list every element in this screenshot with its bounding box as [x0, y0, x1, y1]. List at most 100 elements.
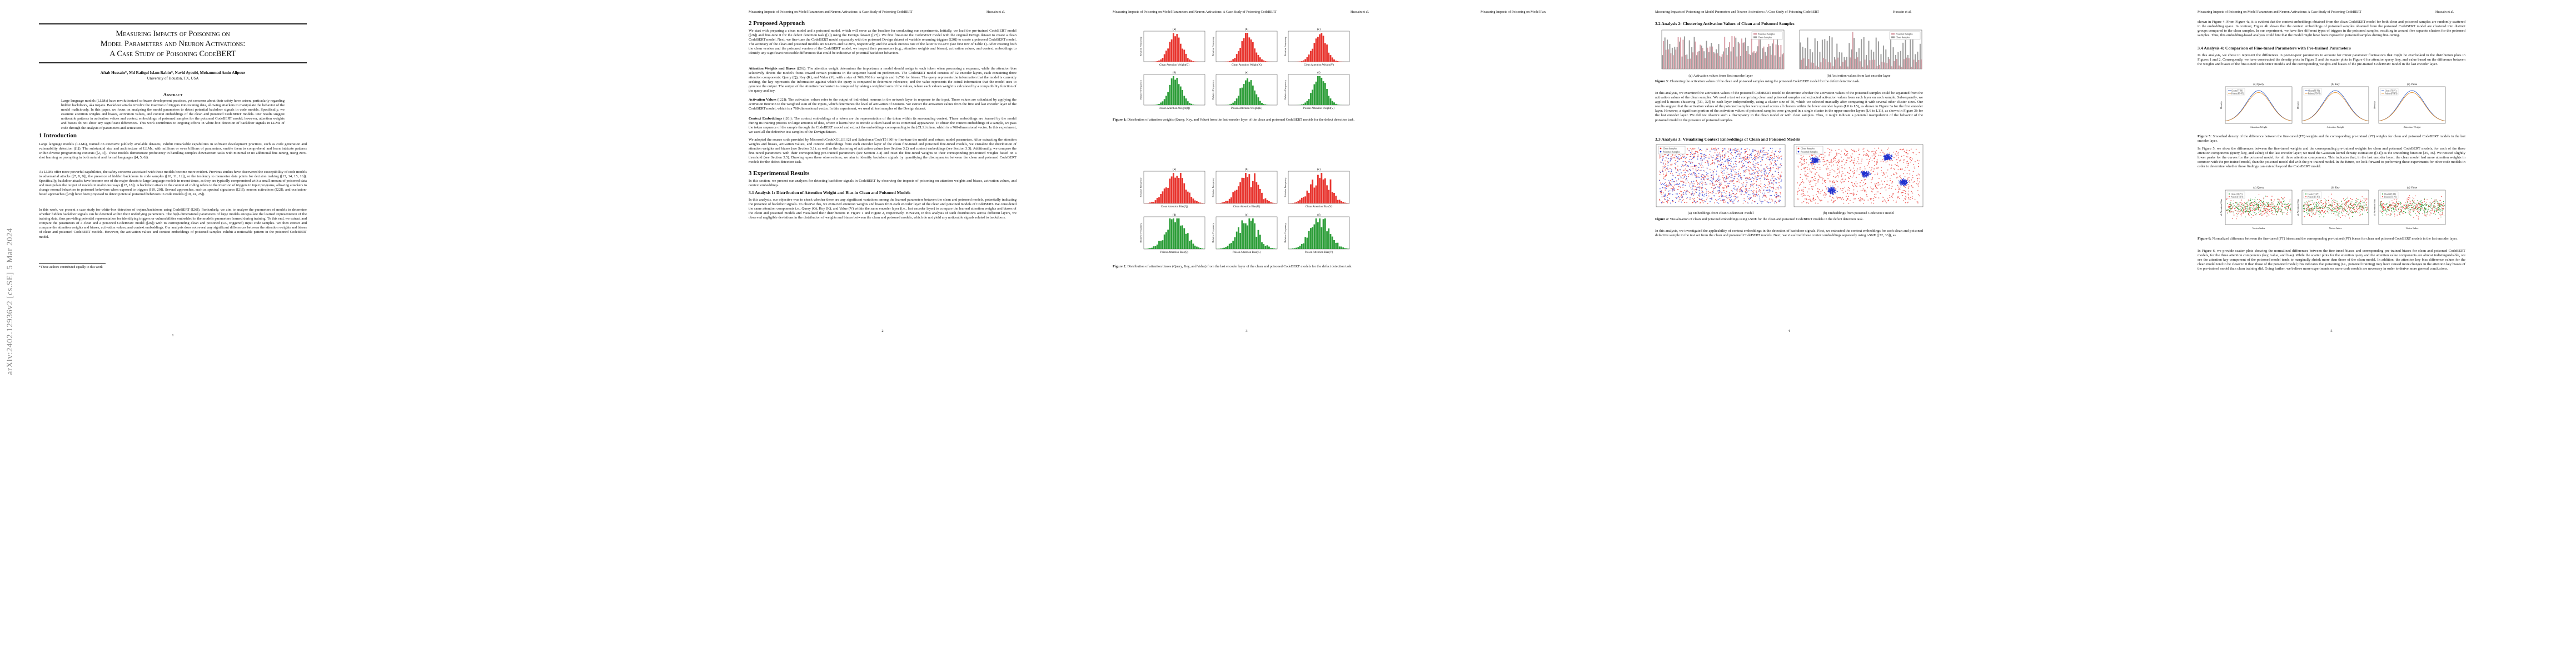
- poisoned-point: [1668, 193, 1670, 195]
- poisoned-point: [1697, 147, 1699, 149]
- poisoned-bar: [1756, 51, 1757, 69]
- clean-point: [1659, 171, 1661, 172]
- clean-point: [1665, 163, 1667, 165]
- clean-point: [1691, 147, 1693, 149]
- clean-point: [1818, 197, 1820, 199]
- clean-point: [1914, 167, 1916, 169]
- clean-point: [1908, 162, 1910, 164]
- histogram-bar: [1194, 245, 1196, 249]
- clean-point: [1819, 167, 1821, 168]
- histogram-bar: [1312, 180, 1314, 203]
- clean-bar: [1691, 47, 1693, 69]
- histogram-bar: [1172, 33, 1174, 62]
- histogram-bar: [1248, 37, 1250, 62]
- clean-point: [1764, 168, 1766, 170]
- poisoned-point: [1867, 172, 1869, 174]
- clean-point: [1865, 191, 1867, 193]
- histogram-bar: [1329, 179, 1332, 203]
- poisoned-point: [1721, 200, 1723, 201]
- clean-point: [1838, 172, 1840, 173]
- clean-point: [1779, 149, 1781, 151]
- clean-point: [1801, 169, 1802, 170]
- poisoned-point: [1722, 163, 1724, 165]
- poisoned-point: [1757, 176, 1759, 177]
- clean-point: [1847, 198, 1848, 200]
- poisoned-point: [1750, 198, 1751, 199]
- clean-point: [1726, 186, 1727, 187]
- legend-swatch-poisoned: [1753, 33, 1757, 35]
- poisoned-point: [1864, 172, 1865, 174]
- poisoned-point: [1830, 192, 1831, 193]
- clean-point: [2246, 204, 2248, 205]
- poisoned-bar: [1911, 67, 1912, 69]
- poisoned-point: [1673, 189, 1675, 191]
- clean-point: [1881, 167, 1882, 168]
- clean-bar: [1885, 49, 1887, 69]
- clean-point: [1800, 157, 1801, 159]
- poisoned-point: [1737, 173, 1739, 175]
- clean-point: [2283, 201, 2284, 202]
- clean-point: [1755, 177, 1757, 178]
- poisoned-point: [1686, 157, 1687, 158]
- poisoned-point: [1746, 192, 1747, 193]
- clean-point: [1672, 188, 1673, 189]
- histogram-bar: [1310, 228, 1312, 249]
- poisoned-point: [1777, 186, 1779, 188]
- clean-point: [1850, 193, 1852, 195]
- clean-point: [1815, 180, 1816, 181]
- histogram-bar: [1244, 173, 1247, 203]
- clean-point: [1892, 160, 1893, 161]
- clean-point: [1832, 164, 1834, 166]
- poisoned-point: [1763, 179, 1765, 181]
- poisoned-point: [1828, 191, 1830, 192]
- poisoned-point: [1813, 157, 1815, 159]
- clean-point: [2254, 199, 2255, 200]
- clean-point: [1693, 183, 1695, 185]
- histogram-bar: [1185, 98, 1187, 105]
- poisoned-point: [1724, 181, 1726, 183]
- poisoned-point: [1886, 156, 1887, 158]
- poisoned-point: [1722, 196, 1723, 197]
- y-axis-label: Relative Frequency: [1212, 177, 1214, 197]
- poisoned-point: [1663, 184, 1664, 186]
- clean-point: [1831, 162, 1833, 163]
- clean-point: [1909, 157, 1910, 159]
- x-axis-label: Poison Attention Weight(V): [1303, 107, 1334, 110]
- poisoned-point: [1768, 168, 1770, 170]
- clean-point: [1803, 160, 1805, 161]
- clean-point: [1778, 173, 1779, 175]
- histogram-bar: [1218, 248, 1220, 249]
- clean-point: [1752, 191, 1753, 192]
- clean-point: [1755, 154, 1756, 156]
- clean-point: [1871, 172, 1872, 174]
- histogram-bar: [1337, 200, 1339, 203]
- poisoned-bar: [1835, 59, 1836, 69]
- poisoned-point: [1700, 170, 1702, 171]
- poisoned-point: [1703, 155, 1705, 157]
- poisoned-point: [1726, 195, 1727, 197]
- clean-point: [1825, 168, 1827, 169]
- clean-point: [1815, 177, 1816, 179]
- poisoned-point: [1884, 155, 1885, 156]
- clean-point: [1700, 165, 1702, 166]
- poisoned-point: [1866, 172, 1867, 173]
- poisoned-point: [1752, 193, 1753, 195]
- poisoned-point: [1810, 158, 1811, 160]
- clean-point: [1798, 187, 1800, 189]
- clean-point: [1737, 148, 1739, 150]
- poisoned-point: [1900, 180, 1901, 181]
- clean-point: [1904, 186, 1905, 187]
- poisoned-point: [1747, 202, 1749, 204]
- clean-point: [1771, 163, 1772, 165]
- y-axis-label: Relative Frequency: [1284, 223, 1287, 243]
- poisoned-point: [1707, 178, 1709, 179]
- clean-point: [1703, 200, 1705, 201]
- poisoned-point: [1721, 192, 1723, 193]
- clean-point: [1760, 186, 1761, 187]
- clean-bar: [1897, 52, 1899, 69]
- clean-point: [1743, 194, 1745, 196]
- histogram-bar: [1321, 173, 1323, 203]
- histogram-bar: [1322, 179, 1324, 203]
- clean-point: [1698, 186, 1700, 188]
- page-5-header-author: Hussain et al.: [2435, 10, 2454, 14]
